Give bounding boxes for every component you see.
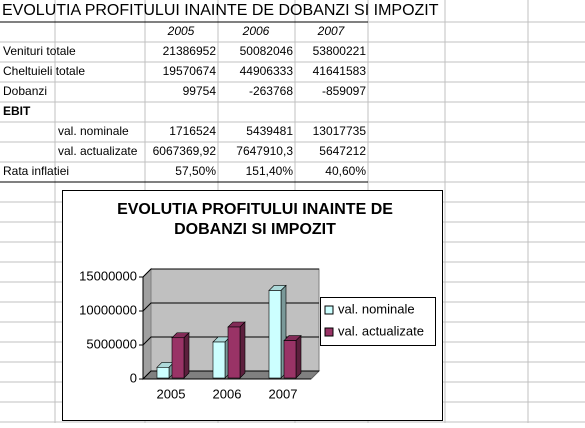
x-tick-label: 2007 bbox=[269, 386, 298, 401]
cell-value: 53800221 bbox=[313, 44, 367, 58]
bar bbox=[212, 336, 231, 379]
bar bbox=[227, 321, 246, 379]
cell-value: 5647212 bbox=[319, 144, 366, 158]
grid-line bbox=[142, 302, 319, 312]
legend-label: val. actualizate bbox=[338, 323, 424, 338]
cell-value: 44906333 bbox=[240, 64, 294, 78]
bar-side bbox=[295, 334, 302, 379]
side-wall bbox=[142, 267, 152, 381]
cell-value: 99754 bbox=[183, 84, 217, 98]
row-label: Cheltuieli totale bbox=[3, 64, 85, 78]
cell-value: 19570674 bbox=[163, 64, 217, 78]
cell-value: 40,60% bbox=[325, 164, 366, 178]
year-header: 2005 bbox=[167, 24, 195, 38]
bar bbox=[268, 284, 287, 379]
x-tick-label: 2006 bbox=[213, 386, 242, 401]
cell-value: 41641583 bbox=[313, 64, 367, 78]
cell-value: 7647910,3 bbox=[236, 144, 293, 158]
table-title: EVOLUTIA PROFITULUI INAINTE DE DOBANZI S… bbox=[2, 2, 439, 19]
grid-line bbox=[142, 268, 319, 278]
y-tick-label: 0 bbox=[130, 370, 137, 385]
legend-box bbox=[320, 297, 436, 346]
x-tick-label: 2005 bbox=[157, 386, 186, 401]
cell-value: 57,50% bbox=[175, 164, 216, 178]
grid-line bbox=[142, 370, 319, 380]
legend-label: val. nominale bbox=[338, 301, 415, 316]
bar-side bbox=[239, 321, 246, 379]
legend-swatch bbox=[324, 327, 334, 337]
cell-value: 50082046 bbox=[240, 44, 294, 58]
cell-value: 1716524 bbox=[169, 124, 216, 138]
cell-value: 6067369,92 bbox=[153, 144, 217, 158]
bar-front bbox=[268, 290, 282, 379]
row-label: Venituri totale bbox=[3, 44, 76, 58]
bar bbox=[171, 332, 190, 379]
row-label: Rata inflatiei bbox=[3, 164, 69, 178]
bar-front bbox=[171, 337, 185, 379]
bar-side bbox=[183, 332, 190, 379]
cell-value: 13017735 bbox=[313, 124, 367, 138]
y-tick-label: 5000000 bbox=[86, 336, 137, 351]
bar-front bbox=[212, 341, 226, 379]
cell-value: 21386952 bbox=[163, 44, 217, 58]
legend-swatch bbox=[324, 305, 334, 315]
bar-front bbox=[227, 326, 241, 379]
year-header: 2007 bbox=[317, 24, 346, 38]
bar bbox=[283, 334, 302, 379]
row-label: val. actualizate bbox=[58, 144, 138, 158]
y-tick-label: 15000000 bbox=[79, 268, 137, 283]
chart-title-box: EVOLUTIA PROFITULUI INAINTE DE DOBANZI S… bbox=[117, 201, 393, 238]
cell-value: 5439481 bbox=[246, 124, 293, 138]
cell-value: -263768 bbox=[249, 84, 293, 98]
bar-front bbox=[283, 340, 297, 379]
cell-value: -859097 bbox=[322, 84, 366, 98]
row-label: val. nominale bbox=[58, 124, 129, 138]
chart-title: EVOLUTIA PROFITULUI INAINTE DE DOBANZI S… bbox=[117, 201, 393, 238]
row-label: Dobanzi bbox=[3, 84, 47, 98]
grid-line bbox=[142, 336, 319, 346]
cell-value: 151,40% bbox=[246, 164, 294, 178]
row-label: EBIT bbox=[3, 104, 31, 118]
bar bbox=[156, 361, 175, 379]
year-header: 2006 bbox=[242, 24, 270, 38]
bar-front bbox=[156, 367, 170, 379]
y-tick-label: 10000000 bbox=[79, 302, 137, 317]
